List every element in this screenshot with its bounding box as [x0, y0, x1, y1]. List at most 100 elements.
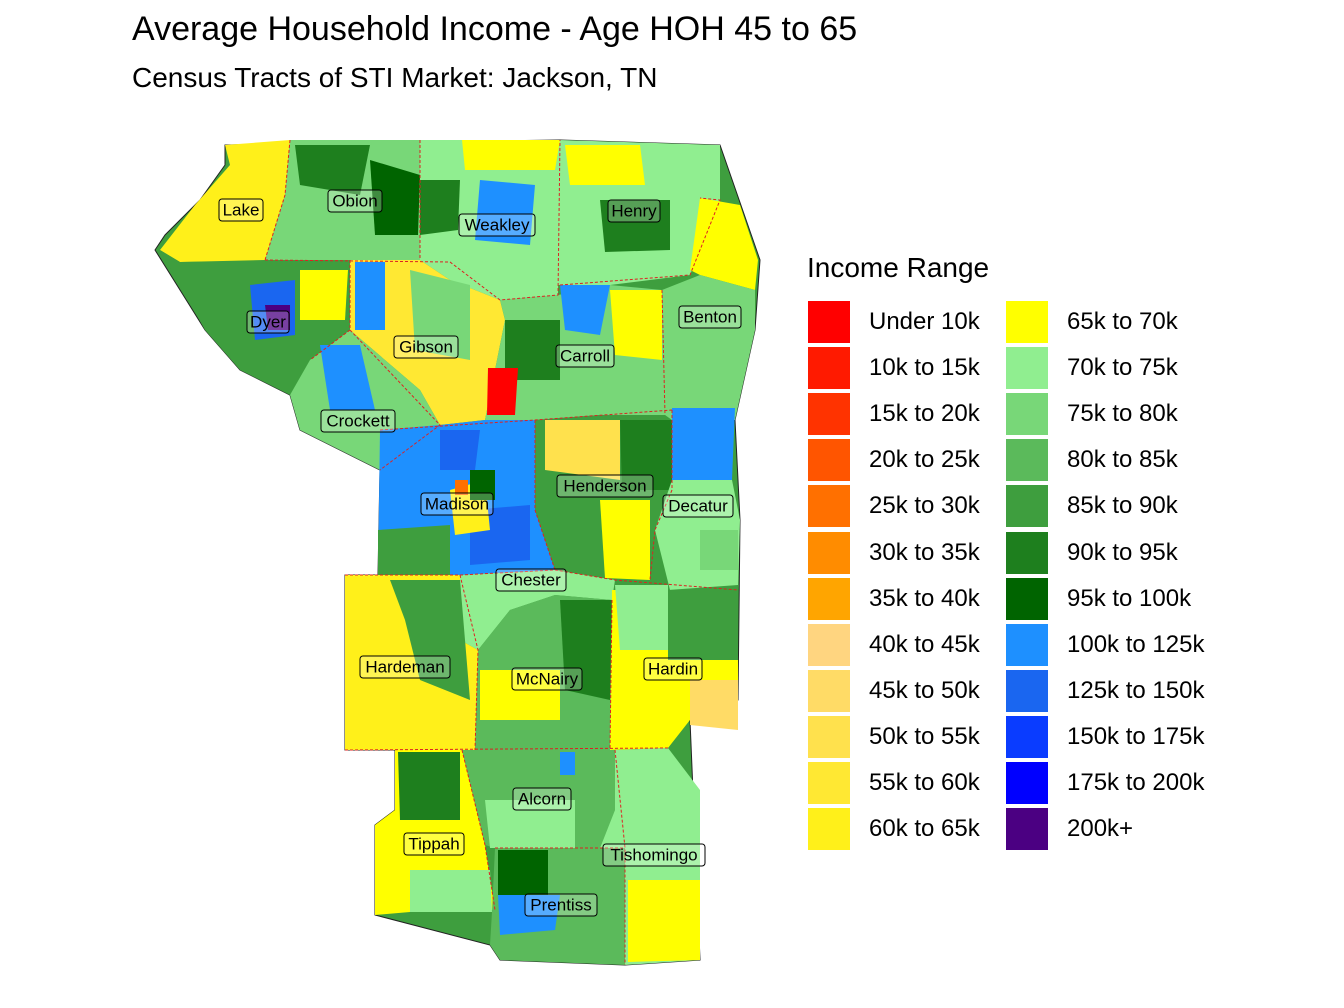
legend-swatch [1005, 576, 1049, 621]
svg-text:Obion: Obion [332, 192, 377, 211]
legend-label: 25k to 30k [869, 492, 980, 520]
legend-label: 200k+ [1067, 815, 1134, 843]
county-label-mcnairy: McNairy [511, 667, 583, 691]
svg-text:Henry: Henry [611, 202, 657, 221]
legend-swatch [1005, 438, 1049, 483]
legend-item: 50k to 55k [807, 714, 980, 759]
legend-item: 150k to 175k [1005, 714, 1205, 759]
legend-label: 30k to 35k [869, 538, 980, 566]
legend-swatch [807, 392, 851, 437]
legend-swatch [807, 622, 851, 667]
legend-label: 65k to 70k [1067, 308, 1178, 335]
svg-text:Madison: Madison [425, 495, 489, 514]
legend-label: 45k to 50k [869, 676, 980, 704]
svg-text:Tippah: Tippah [408, 835, 459, 854]
legend-swatch [1005, 530, 1049, 575]
legend-item: 15k to 20k [807, 392, 980, 437]
legend-item: 45k to 50k [807, 668, 980, 713]
legend-item: 85k to 90k [1005, 484, 1178, 529]
county-boundaries [264, 139, 739, 965]
legend-item: 65k to 70k [1005, 300, 1178, 344]
legend-label: 20k to 25k [869, 446, 980, 474]
legend-swatch [1005, 714, 1049, 759]
tract-fills [160, 140, 758, 965]
legend-swatch [807, 300, 851, 344]
county-label-benton: Benton [678, 305, 742, 329]
county-label-henderson: Henderson [556, 474, 654, 498]
legend-item: 90k to 95k [1005, 530, 1178, 575]
legend-swatch [1005, 300, 1049, 344]
legend-label: 55k to 60k [869, 769, 980, 796]
legend-item: 80k to 85k [1005, 438, 1178, 483]
county-label-chester: Chester [495, 568, 567, 592]
legend-label: 35k to 40k [869, 584, 980, 612]
legend-item: 70k to 75k [1005, 346, 1178, 391]
county-label-lake: Lake [218, 198, 264, 222]
svg-text:Carroll: Carroll [560, 347, 610, 366]
county-label-gibson: Gibson [393, 335, 459, 359]
legend-label: 95k to 100k [1067, 584, 1192, 612]
county-label-carroll: Carroll [555, 344, 615, 368]
legend-item: 10k to 15k [807, 346, 980, 391]
legend-label: 60k to 65k [869, 815, 980, 843]
svg-text:Benton: Benton [683, 308, 737, 327]
legend-label: 125k to 150k [1067, 676, 1205, 704]
svg-text:Alcorn: Alcorn [518, 790, 566, 809]
svg-text:Gibson: Gibson [399, 338, 453, 357]
legend-label: Under 10k [869, 308, 980, 335]
svg-text:Hardin: Hardin [648, 660, 698, 679]
county-label-dyer: Dyer [246, 310, 290, 334]
legend-title: Income Range [807, 252, 990, 283]
county-label-madison: Madison [420, 492, 494, 516]
svg-text:Dyer: Dyer [250, 313, 286, 332]
county-label-hardin: Hardin [643, 657, 703, 681]
county-label-alcorn: Alcorn [512, 787, 572, 811]
legend-swatch [807, 484, 851, 529]
legend-item: Under 10k [807, 300, 980, 344]
legend-swatch [1005, 346, 1049, 391]
legend-swatch [1005, 668, 1049, 713]
legend-label: 50k to 55k [869, 722, 980, 750]
legend-swatch [807, 346, 851, 391]
legend-label: 70k to 75k [1067, 354, 1178, 382]
legend-item: 55k to 60k [807, 761, 980, 805]
county-label-decatur: Decatur [662, 494, 734, 518]
legend-swatch [807, 668, 851, 713]
county-label-hardeman: Hardeman [359, 655, 451, 679]
legend-item: 20k to 25k [807, 438, 980, 483]
legend-label: 150k to 175k [1067, 722, 1205, 750]
legend-label: 175k to 200k [1067, 769, 1205, 796]
legend-swatch [807, 438, 851, 483]
county-labels: Lake Obion Weakley Henry Dyer Gibson Car… [218, 189, 742, 917]
legend-item: 25k to 30k [807, 484, 980, 529]
legend-swatch [1005, 807, 1049, 852]
legend-swatch [807, 530, 851, 575]
legend-swatch [807, 761, 851, 805]
legend-label: 90k to 95k [1067, 538, 1178, 566]
legend-item: 75k to 80k [1005, 392, 1178, 437]
legend-label: 15k to 20k [869, 400, 980, 428]
legend-swatch [1005, 392, 1049, 437]
legend-label: 85k to 90k [1067, 492, 1178, 520]
svg-text:Decatur: Decatur [668, 497, 728, 516]
legend-swatch [807, 576, 851, 621]
legend-item: 60k to 65k [807, 807, 980, 852]
county-label-tippah: Tippah [403, 832, 465, 856]
svg-text:Lake: Lake [223, 201, 260, 220]
svg-text:Henderson: Henderson [563, 477, 646, 496]
svg-text:Crockett: Crockett [326, 412, 390, 431]
county-label-obion: Obion [327, 189, 383, 213]
legend-item: 40k to 45k [807, 622, 980, 667]
legend-item: 30k to 35k [807, 530, 980, 575]
legend-item: 125k to 150k [1005, 668, 1205, 713]
legend-item: 35k to 40k [807, 576, 980, 621]
legend-item: 175k to 200k [1005, 761, 1204, 805]
map-subtitle: Census Tracts of STI Market: Jackson, TN [132, 62, 658, 93]
legend-swatch [807, 807, 851, 852]
legend-swatch [807, 714, 851, 759]
svg-text:Prentiss: Prentiss [530, 896, 591, 915]
legend-swatch [1005, 484, 1049, 529]
county-label-tishomingo: Tishomingo [602, 843, 706, 867]
svg-text:Chester: Chester [501, 571, 561, 590]
legend-swatch [1005, 622, 1049, 667]
